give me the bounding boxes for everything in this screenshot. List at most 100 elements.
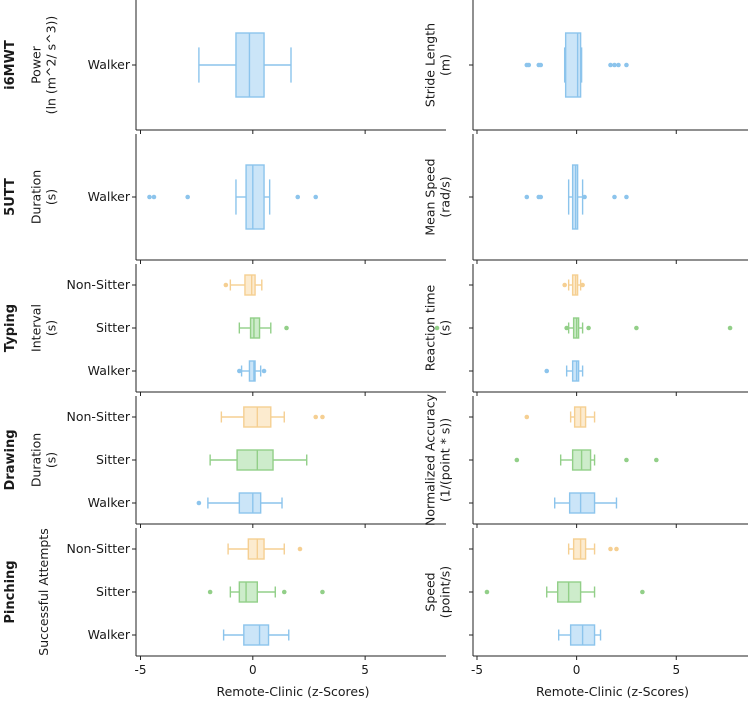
x-axis-title: Remote-Clinic (z-Scores) [216,684,369,699]
outlier-point [654,457,659,463]
box-iqr [244,274,256,296]
category-label: Non-Sitter [67,541,131,556]
outlier-point [624,457,629,463]
category-label: Non-Sitter [67,277,131,292]
box-iqr [572,538,587,560]
metric-label: Interval [29,304,44,352]
x-axis-title: Remote-Clinic (z-Scores) [536,684,689,699]
box-iqr [238,581,259,603]
outlier-point [297,546,303,552]
metric-label: Normalized Accuracy [423,393,438,526]
outlier-point [313,414,319,420]
metric-label: Stride Length [423,23,438,107]
category-label: Sitter [96,452,131,467]
outlier-point [624,62,629,68]
outlier-point [147,194,152,200]
outlier-point [151,194,157,200]
task-label: Typing [3,304,18,352]
x-tick-label: 0 [573,663,581,677]
metric-label: (ln (m^2/ s^3)) [44,16,59,115]
category-label: Walker [88,363,131,378]
x-tick-label: -5 [471,663,483,677]
outlier-point [320,589,325,595]
box-iqr [571,360,580,382]
box-iqr [247,538,265,560]
outlier-point [261,368,267,374]
outlier-point [562,282,567,288]
metric-label: (s) [438,320,453,336]
outlier-point [624,194,629,200]
outlier-point [434,325,440,331]
metric-label: Duration [29,433,44,487]
outlier-point [484,589,490,595]
outlier-point [564,325,569,331]
outlier-point [196,500,202,506]
outlier-point [538,62,544,68]
metric-label: Duration [29,170,44,224]
metric-label: Speed [423,572,438,611]
category-label: Walker [88,57,131,72]
metric-label: (s) [44,189,59,205]
metric-label: (s) [44,320,59,336]
outlier-point [612,194,617,200]
outlier-point [582,194,587,200]
metric-label: (m) [438,54,453,76]
x-tick-label: 5 [361,663,369,677]
outlier-point [614,546,619,552]
task-label: i6MWT [3,40,18,90]
task-label: Drawing [3,429,18,490]
outlier-point [538,194,544,200]
outlier-point [640,589,645,595]
metric-label: (1/(point * s)) [438,418,453,502]
box-iqr [249,317,261,339]
metric-label: (s) [44,452,59,468]
category-label: Non-Sitter [67,409,131,424]
x-tick-label: 5 [672,663,680,677]
outlier-point [295,194,301,200]
category-label: Walker [88,189,131,204]
outlier-point [514,457,520,463]
task-label: 5UTT [3,178,18,216]
metric-label: (rad/s) [438,176,453,217]
outlier-point [616,62,621,68]
outlier-point [313,194,319,200]
metric-label: (point/s) [438,566,453,618]
box-iqr [248,360,256,382]
task-label: Pinching [3,560,18,623]
outlier-point [524,414,530,420]
outlier-point [544,368,550,374]
x-tick-label: -5 [135,663,147,677]
box-iqr [568,492,596,514]
outlier-point [634,325,639,331]
box-iqr [236,449,274,471]
metric-label: Power [29,45,44,84]
outlier-point [580,282,585,288]
outlier-point [320,414,325,420]
outlier-point [586,325,591,331]
outlier-point [727,325,733,331]
category-label: Sitter [96,584,131,599]
category-label: Walker [88,495,131,510]
outlier-point [608,62,613,68]
box-iqr [245,164,265,230]
outlier-point [185,194,190,200]
outlier-point [612,62,617,68]
box-iqr [564,32,582,98]
metric-label: Reaction time [423,284,438,371]
category-label: Sitter [96,320,131,335]
x-tick-label: 0 [249,663,257,677]
outlier-point [524,194,530,200]
outlier-point [608,546,613,552]
outlier-point [237,368,242,374]
outlier-point [223,282,229,288]
outlier-point [284,325,289,331]
metric-label: Mean Speed [423,158,438,235]
box-iqr [243,624,270,646]
category-label: Walker [88,627,131,642]
outlier-point [526,62,532,68]
outlier-point [281,589,287,595]
outlier-point [207,589,213,595]
metric-label: Successful Attempts [36,528,51,655]
box-iqr [238,492,262,514]
